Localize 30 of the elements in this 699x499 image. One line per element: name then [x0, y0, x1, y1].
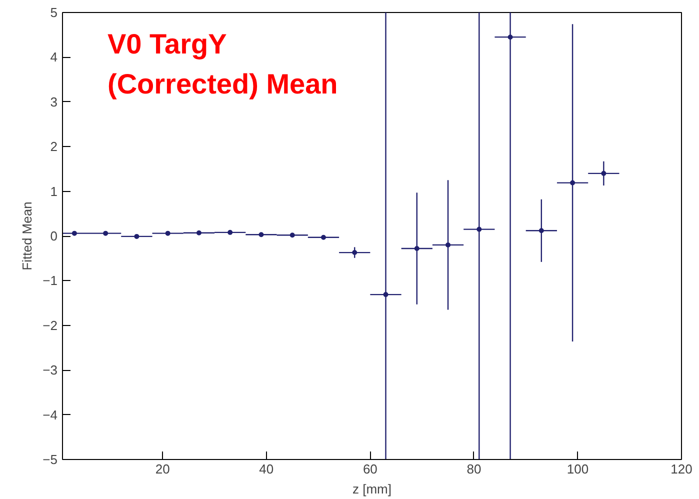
point [446, 242, 451, 248]
y-tick-label: 4 [50, 50, 58, 65]
x-tick-label: 20 [155, 462, 170, 476]
x-tick-label: 60 [362, 462, 378, 476]
x-tick-label: 120 [670, 462, 692, 476]
annotation: V0 TargY [108, 28, 228, 60]
point [476, 226, 482, 232]
point [570, 180, 576, 186]
y-tick-label: −3 [42, 362, 58, 378]
y-tick-label: 3 [50, 94, 58, 110]
x-tick-label: 40 [259, 462, 274, 476]
point [352, 250, 358, 256]
y-axis-title: Fitted Mean [20, 202, 35, 270]
y-tick-label: −2 [42, 318, 58, 333]
y-tick-label: 2 [50, 139, 58, 154]
x-tick-label: 80 [466, 462, 482, 476]
y-tick-label: −1 [42, 273, 58, 288]
y-tick-label: −4 [42, 407, 58, 422]
point [383, 292, 388, 298]
point [414, 246, 420, 252]
x-axis-title: z [mm] [352, 482, 392, 496]
y-tick-label: 5 [50, 5, 58, 20]
y-tick-label: 1 [50, 184, 58, 199]
y-tick-label: 0 [50, 228, 58, 244]
point [508, 34, 513, 40]
point [601, 170, 606, 176]
y-tick-label: −5 [42, 452, 58, 467]
point [538, 228, 544, 234]
x-tick-label: 100 [566, 462, 589, 476]
annotation: (Corrected) Mean [108, 68, 338, 100]
